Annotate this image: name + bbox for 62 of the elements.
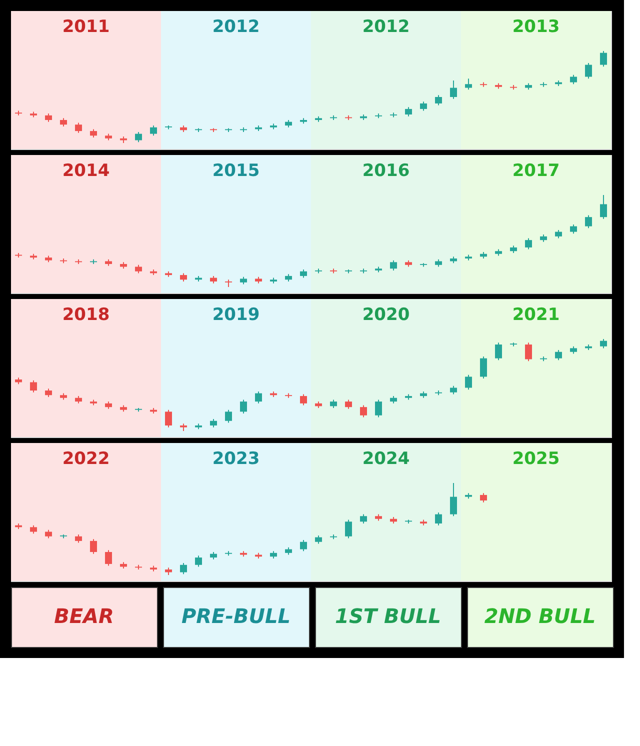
text: 2021 [512,305,560,325]
text: 2025 [512,449,560,469]
candlestick [525,238,532,250]
text: 2012 [212,17,260,37]
candlestick [375,399,382,418]
text: 2019 [212,305,260,325]
text: PRE-BULL [182,604,290,628]
text: 1ST BULL [335,604,441,628]
candlestick [225,279,232,288]
candlestick [405,106,412,117]
text: 2015 [212,161,260,181]
candlestick [600,50,607,68]
candlestick [135,131,142,143]
candlestick [255,390,262,404]
text: 2013 [512,17,560,37]
candlestick [345,519,352,539]
candlestick [360,514,367,524]
candlestick [570,224,577,234]
text: 2014 [62,161,110,181]
candlestick [600,338,607,349]
candlestick [570,74,577,85]
candlestick [435,94,442,106]
candlestick [165,409,172,428]
candlestick [360,404,367,418]
candlestick [345,399,352,410]
candlestick [390,260,397,271]
candlestick [525,342,532,362]
candlestick [240,399,247,414]
text: 2023 [212,449,260,469]
text: 2022 [62,449,110,469]
text: 2020 [362,305,410,325]
candlestick [450,482,457,517]
candlestick [150,125,157,136]
candlestick [75,122,82,134]
candlestick [300,540,307,552]
candlestick [225,409,232,424]
candlestick [420,101,427,112]
text: 2ND BULL [484,604,596,628]
candlestick [480,492,487,503]
candlestick [555,350,562,361]
text: 2011 [62,17,110,37]
candlestick [480,356,487,380]
candlestick [180,562,187,575]
text: 2017 [512,161,560,181]
candlestick [465,374,472,390]
candlestick [450,80,457,100]
candlestick [585,62,592,80]
candlestick [30,380,37,393]
candlestick [465,78,472,90]
candlestick [600,194,607,220]
candlestick [195,555,202,568]
candlestick [300,394,307,406]
candlestick [90,538,97,554]
text: 2018 [62,305,110,325]
candlestick [435,512,442,526]
text: 2012 [362,17,410,37]
candlestick [105,550,112,566]
text: 2024 [362,449,410,469]
candlestick [495,342,502,361]
text: 2016 [362,161,410,181]
candlestick [585,214,592,229]
text: BEAR [54,604,114,628]
